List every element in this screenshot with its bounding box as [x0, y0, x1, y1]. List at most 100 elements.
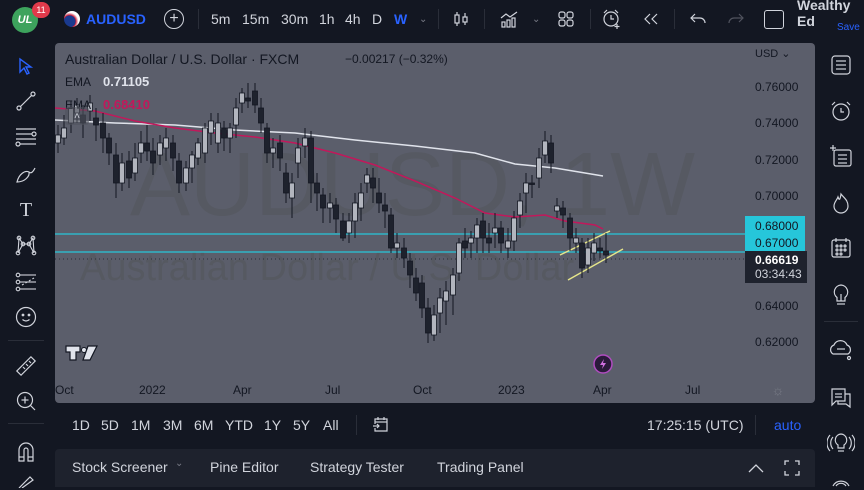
interval-5m[interactable]: 5m	[211, 11, 231, 27]
watermark-name: Australian Dollar / U.S. Dollar	[80, 247, 575, 289]
range-3m[interactable]: 3M	[163, 417, 183, 433]
trend-line-icon[interactable]	[14, 89, 38, 113]
interval-dropdown-chevron-icon[interactable]: ⌄	[419, 13, 428, 25]
range-all[interactable]: All	[323, 417, 339, 433]
watchlist-icon[interactable]	[828, 52, 854, 78]
tab-strategy-tester[interactable]: Strategy Tester	[310, 459, 404, 475]
alarm-clock-icon[interactable]	[828, 98, 854, 124]
interval-w[interactable]: W	[394, 11, 408, 27]
layout-name[interactable]: Wealthy Ed	[797, 0, 851, 29]
pencil-lock-icon[interactable]	[14, 472, 38, 490]
price-scale[interactable]: USD ⌄ 0.76000 0.74000 0.72000 0.70000 0.…	[745, 43, 815, 403]
level-label-068: 0.68000	[755, 219, 799, 233]
replay-rewind-icon[interactable]	[641, 9, 661, 29]
interval-15m[interactable]: 15m	[242, 11, 270, 27]
range-1m[interactable]: 1M	[131, 417, 151, 433]
zoom-in-icon[interactable]	[14, 389, 38, 413]
emoji-icon[interactable]	[14, 305, 38, 329]
ema-1-name: EMA	[65, 75, 92, 89]
stock-screener-chevron-icon[interactable]: ⌄	[175, 458, 184, 469]
hotlist-flame-icon[interactable]	[828, 190, 854, 216]
time-tick: Oct	[413, 383, 432, 397]
interval-1h[interactable]: 1h	[319, 11, 335, 27]
chart-title: Australian Dollar / U.S. Dollar · FXCM	[65, 51, 300, 67]
notification-badge: 11	[32, 2, 50, 18]
level-labels-box	[745, 216, 805, 251]
cursor-arrow-icon[interactable]	[14, 54, 38, 78]
currency-selector[interactable]: USD ⌄	[755, 48, 791, 60]
goto-date-icon[interactable]	[371, 415, 391, 435]
interval-30m[interactable]: 30m	[281, 11, 309, 27]
level-label-067: 0.67000	[755, 236, 799, 250]
range-6m[interactable]: 6M	[194, 417, 214, 433]
utc-clock[interactable]: 17:25:15 (UTC)	[647, 417, 744, 433]
calendar-icon[interactable]	[828, 235, 854, 261]
bottom-panel-tabs: Stock Screener ⌄ Pine Editor Strategy Te…	[55, 449, 815, 487]
ideas-lightbulb-icon[interactable]	[828, 282, 854, 308]
time-tick: 2022	[139, 383, 166, 397]
indicators-dropdown-chevron-icon[interactable]: ⌄	[532, 13, 541, 25]
broadcast-icon[interactable]	[826, 472, 856, 488]
prediction-icon[interactable]	[14, 270, 38, 294]
interval-4h[interactable]: 4h	[345, 11, 361, 27]
price-tick: 0.70000	[755, 189, 799, 203]
ema-1-value: 0.71105	[103, 74, 150, 89]
top-toolbar: UL 11 AUDUSD + 5m 15m 30m 1h 4h D W ⌄ ⌄ …	[0, 0, 864, 38]
channel-lower-line	[567, 248, 624, 281]
tradingview-logo-icon	[65, 345, 98, 361]
range-toolbar: 1D 5D 1M 3M 6M YTD 1Y 5Y All 17:25:15 (U…	[55, 406, 815, 444]
redo-icon[interactable]	[726, 9, 746, 29]
range-1y[interactable]: 1Y	[264, 417, 282, 433]
time-tick: Jul	[685, 383, 701, 397]
streams-bulb-icon[interactable]	[826, 430, 856, 456]
symbol-search-button[interactable]: AUDUSD	[64, 0, 146, 38]
fullscreen-box-icon[interactable]	[764, 10, 784, 29]
candles-chart-type-icon[interactable]	[451, 9, 471, 29]
magnet-icon[interactable]	[14, 440, 38, 464]
maximize-panel-icon[interactable]	[783, 459, 801, 477]
watermark-symbol: AUDUSD, 1W	[130, 135, 695, 235]
messages-icon[interactable]	[828, 385, 854, 411]
price-change: −0.00217 (−0.32%)	[345, 52, 448, 66]
chart-pane[interactable]: AUDUSD, 1W Australian Dollar / U.S. Doll…	[55, 43, 815, 403]
time-tick: Jul	[325, 383, 341, 397]
layout-grid-icon[interactable]	[556, 9, 576, 29]
chart-canvas[interactable]: AUDUSD, 1W Australian Dollar / U.S. Doll…	[55, 43, 745, 378]
alert-clock-icon[interactable]	[601, 8, 623, 30]
chats-cloud-icon[interactable]	[826, 337, 856, 363]
expand-panel-chevron-icon[interactable]	[747, 459, 765, 477]
chart-settings-gear-icon[interactable]: ☼	[771, 382, 785, 398]
ruler-icon[interactable]	[14, 354, 38, 378]
collapse-legend-chevron-icon[interactable]: ˄	[65, 107, 89, 125]
text-tool-icon[interactable]: T	[19, 198, 33, 221]
range-1d[interactable]: 1D	[72, 417, 90, 433]
time-tick: 2023	[498, 383, 525, 397]
right-sidebar	[818, 40, 864, 487]
save-button[interactable]: Save	[837, 21, 860, 33]
event-lightning-icon	[593, 354, 613, 374]
tab-trading-panel[interactable]: Trading Panel	[437, 459, 524, 475]
undo-icon[interactable]	[688, 9, 708, 29]
interval-d[interactable]: D	[372, 11, 383, 27]
drawing-toolbar: T	[0, 40, 52, 490]
range-ytd[interactable]: YTD	[225, 417, 253, 433]
current-price-box	[745, 251, 807, 283]
pattern-icon[interactable]	[14, 233, 38, 257]
tab-stock-screener[interactable]: Stock Screener	[72, 459, 168, 475]
price-tick: 0.74000	[755, 116, 799, 130]
range-5d[interactable]: 5D	[101, 417, 119, 433]
compare-add-icon[interactable]: +	[164, 9, 184, 29]
symbol-label: AUDUSD	[86, 11, 146, 27]
indicators-icon[interactable]	[498, 9, 520, 29]
ema-2-value: 0.68410	[103, 97, 150, 112]
range-5y[interactable]: 5Y	[293, 417, 311, 433]
add-to-list-icon[interactable]	[828, 143, 854, 169]
candlesticks	[55, 83, 609, 343]
time-tick: Oct	[55, 383, 74, 397]
auto-scale-toggle[interactable]: auto	[774, 417, 802, 433]
tab-pine-editor[interactable]: Pine Editor	[210, 459, 279, 475]
price-tick: 0.64000	[755, 299, 799, 313]
fib-lines-icon[interactable]	[14, 125, 38, 149]
brush-icon[interactable]	[14, 162, 38, 186]
channel-upper-line	[559, 230, 611, 256]
